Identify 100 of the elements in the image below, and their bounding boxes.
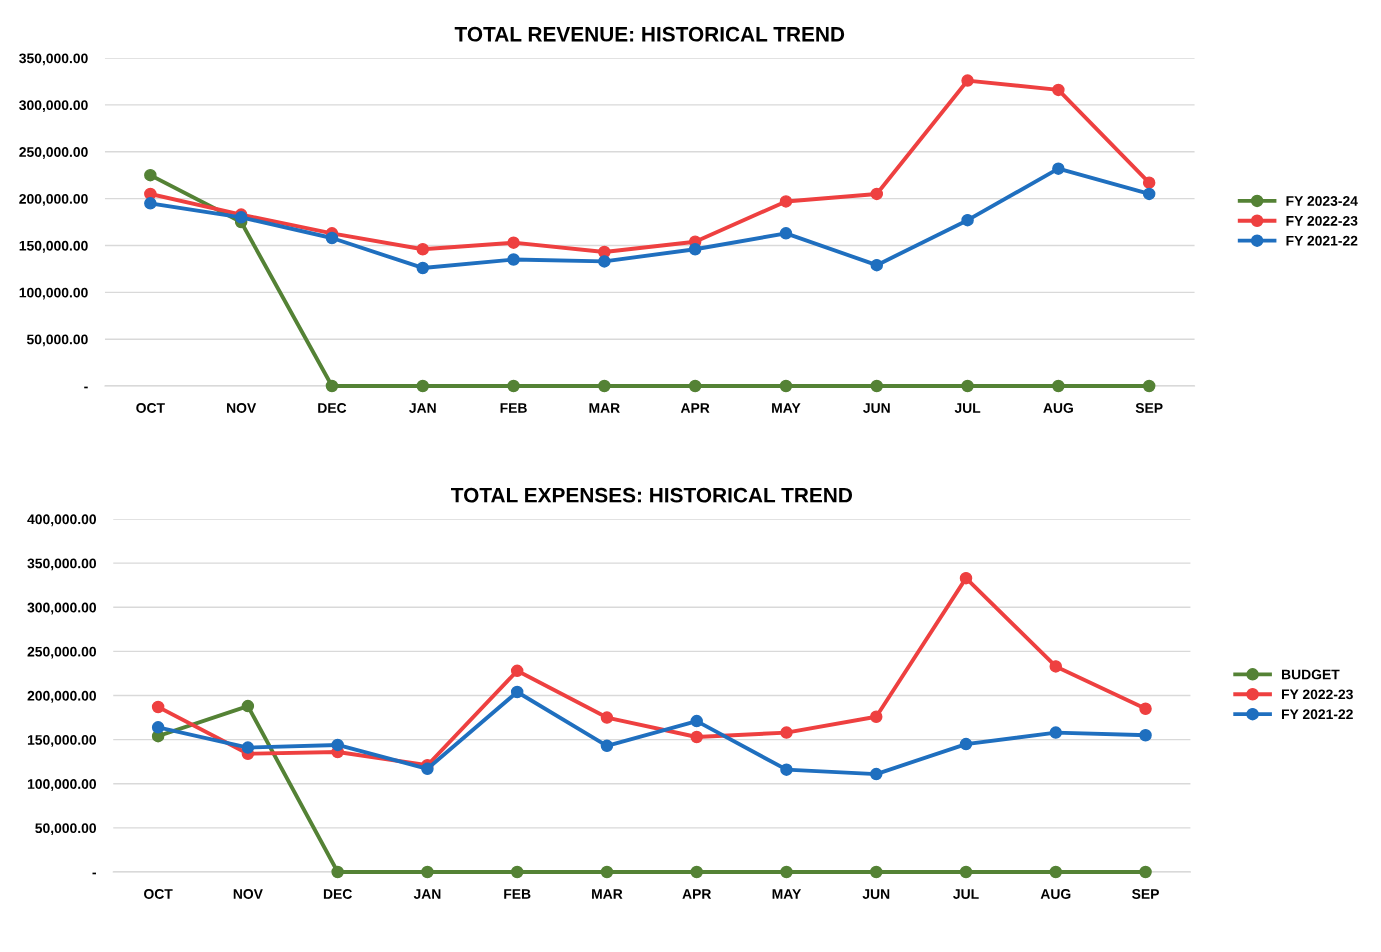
- y-tick-label: 150,000.00: [27, 734, 97, 747]
- point: [959, 865, 973, 879]
- point: [688, 242, 702, 256]
- point: [869, 710, 883, 723]
- y-tick-label: -: [92, 872, 97, 875]
- point: [241, 699, 255, 713]
- x-tick-label: MAR: [589, 403, 620, 413]
- point: [780, 726, 793, 739]
- point: [510, 685, 524, 699]
- point: [600, 711, 614, 724]
- x-tick-label: MAR: [592, 889, 623, 899]
- legend-label: FY 2021-22: [1286, 235, 1358, 246]
- point: [325, 231, 339, 245]
- point: [151, 700, 165, 714]
- point: [959, 571, 973, 585]
- legend-label: BUDGET: [1282, 669, 1340, 680]
- point: [1049, 660, 1063, 673]
- point: [779, 195, 793, 208]
- chart-title: TOTAL REVENUE: HISTORICAL TREND: [454, 26, 845, 42]
- y-tick-label: 200,000.00: [19, 193, 88, 206]
- point: [690, 730, 703, 744]
- point: [780, 865, 793, 879]
- point: [416, 261, 430, 275]
- point: [416, 379, 430, 393]
- x-tick-label: MAY: [772, 403, 801, 413]
- y-tick-label: 400,000.00: [27, 514, 97, 527]
- point: [869, 865, 883, 879]
- point: [331, 738, 344, 752]
- x-tick-label: AUG: [1040, 889, 1071, 899]
- x-tick-label: APR: [680, 403, 710, 413]
- x-tick-label: NOV: [227, 403, 257, 413]
- point: [241, 741, 255, 754]
- legend-label: FY 2021-22: [1282, 709, 1353, 720]
- legend-label: FY 2022-23: [1282, 689, 1353, 700]
- point: [600, 739, 614, 753]
- y-tick-label: 50,000.00: [26, 334, 88, 347]
- y-tick-label: 50,000.00: [35, 823, 97, 836]
- point: [961, 379, 974, 393]
- x-tick-label: DEC: [323, 889, 352, 899]
- point: [421, 762, 434, 776]
- point: [1052, 379, 1065, 393]
- point: [779, 227, 793, 240]
- point: [416, 242, 430, 256]
- legend-label: FY 2022-23: [1286, 215, 1358, 226]
- point: [1139, 865, 1152, 879]
- chart-title: TOTAL EXPENSES: HISTORICAL TREND: [451, 487, 853, 503]
- point: [510, 865, 524, 879]
- point: [151, 721, 165, 734]
- point: [600, 865, 614, 879]
- y-tick-label: 350,000.00: [27, 558, 97, 571]
- x-tick-label: APR: [682, 889, 712, 899]
- point: [421, 865, 434, 879]
- y-tick-label: 250,000.00: [19, 147, 88, 159]
- point: [1139, 728, 1152, 742]
- x-tick-label: SEP: [1135, 403, 1163, 413]
- x-tick-label: JAN: [409, 403, 436, 413]
- x-tick-label: JUN: [862, 889, 890, 899]
- point: [961, 74, 974, 87]
- point: [688, 379, 702, 393]
- y-tick-label: 100,000.00: [27, 779, 97, 791]
- point: [690, 865, 703, 879]
- y-tick-label: 100,000.00: [19, 287, 88, 300]
- point: [144, 168, 157, 182]
- point: [1049, 865, 1063, 879]
- point: [510, 664, 524, 678]
- point: [1142, 379, 1156, 393]
- x-tick-label: JUN: [863, 403, 890, 413]
- point: [325, 379, 339, 393]
- y-tick-label: 300,000.00: [19, 100, 88, 113]
- x-tick-label: OCT: [136, 403, 165, 413]
- point: [690, 714, 703, 728]
- point: [507, 236, 520, 249]
- legend-label: FY 2023-24: [1286, 196, 1358, 206]
- point: [1049, 726, 1063, 739]
- point: [870, 258, 884, 272]
- point: [780, 763, 793, 776]
- x-tick-label: SEP: [1132, 889, 1159, 899]
- y-tick-label: 200,000.00: [27, 690, 97, 703]
- x-tick-label: DEC: [318, 403, 347, 413]
- point: [870, 379, 884, 393]
- point: [1142, 176, 1156, 189]
- point: [331, 865, 344, 879]
- x-tick-label: JUL: [953, 889, 979, 899]
- y-tick-label: 350,000.00: [19, 53, 88, 66]
- point: [144, 197, 157, 210]
- y-tick-label: 250,000.00: [27, 646, 97, 659]
- x-tick-label: FEB: [504, 889, 531, 899]
- point: [598, 255, 611, 268]
- x-tick-label: OCT: [144, 889, 173, 899]
- point: [961, 213, 974, 227]
- point: [870, 187, 884, 201]
- point: [869, 767, 883, 781]
- point: [1142, 187, 1156, 201]
- x-tick-label: JAN: [413, 889, 441, 899]
- point: [507, 379, 520, 393]
- x-tick-label: AUG: [1043, 403, 1073, 413]
- x-tick-label: JUL: [954, 403, 981, 413]
- y-tick-label: 150,000.00: [19, 240, 88, 253]
- x-tick-label: NOV: [233, 889, 263, 899]
- point: [1139, 702, 1152, 716]
